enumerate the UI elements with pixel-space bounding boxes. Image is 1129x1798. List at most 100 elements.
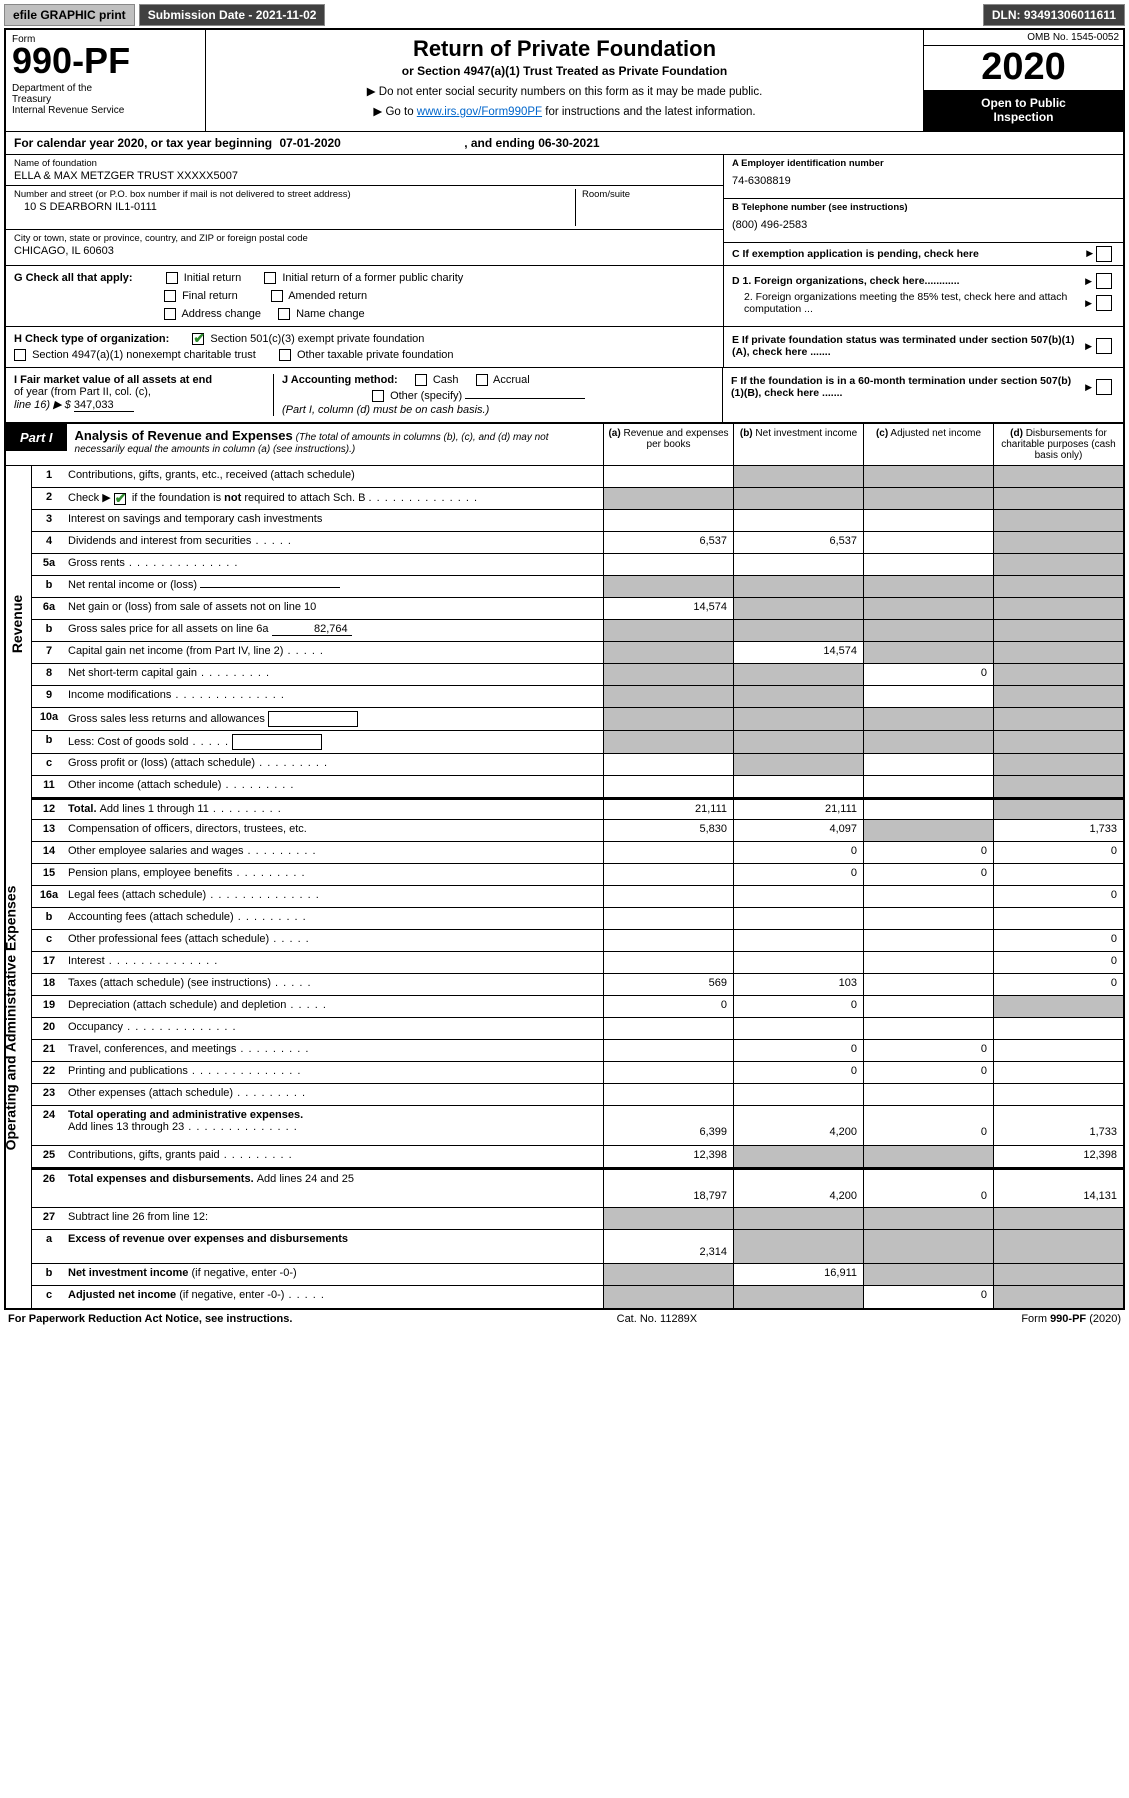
tax-year-end: 06-30-2021 (538, 136, 599, 150)
street-address: 10 S DEARBORN IL1-0111 (14, 201, 575, 213)
line-16a: 16aLegal fees (attach schedule) 0 (32, 886, 1123, 908)
line-2: 2 Check ▶ if the foundation is not requi… (32, 488, 1123, 510)
line-17: 17Interest 0 (32, 952, 1123, 974)
form-ref: Form 990-PF (2020) (1021, 1313, 1121, 1325)
part1-badge: Part I (6, 424, 67, 451)
e-checkbox[interactable] (1096, 338, 1112, 354)
form-title-row: Form 990-PF Department of the Treasury I… (6, 30, 1123, 132)
expenses-section: Operating and Administrative Expenses 13… (6, 820, 1123, 1208)
tax-year-begin: 07-01-2020 (279, 136, 340, 150)
col-a-header: (a) Revenue and expenses per books (603, 424, 733, 465)
foundation-name: ELLA & MAX METZGER TRUST XXXXX5007 (14, 170, 715, 182)
d-foreign-block: D 1. Foreign organizations, check here..… (723, 266, 1123, 326)
j-cash-checkbox[interactable] (415, 374, 427, 386)
room-suite-label: Room/suite (582, 189, 715, 200)
line-10c: cGross profit or (loss) (attach schedule… (32, 754, 1123, 776)
line-1: 1 Contributions, gifts, grants, etc., re… (32, 466, 1123, 488)
omb-number: OMB No. 1545-0052 (924, 30, 1123, 46)
line-20: 20Occupancy (32, 1018, 1123, 1040)
e-terminated-block: E If private foundation status was termi… (723, 327, 1123, 367)
form-container: Form 990-PF Department of the Treasury I… (4, 28, 1125, 1310)
line-6a: 6aNet gain or (loss) from sale of assets… (32, 598, 1123, 620)
line-13: 13Compensation of officers, directors, t… (32, 820, 1123, 842)
line-14: 14Other employee salaries and wages 000 (32, 842, 1123, 864)
ghij-block: G Check all that apply: Initial return I… (6, 266, 1123, 424)
form-instruction-2: ▶ Go to www.irs.gov/Form990PF for instru… (210, 104, 919, 118)
g-final-return-checkbox[interactable] (164, 290, 176, 302)
line-5b: bNet rental income or (loss) (32, 576, 1123, 598)
phone-cell: B Telephone number (see instructions) (8… (724, 199, 1123, 243)
j-accrual-checkbox[interactable] (476, 374, 488, 386)
h-4947-checkbox[interactable] (14, 349, 26, 361)
g-check-row: G Check all that apply: Initial return I… (6, 266, 723, 326)
address-label: Number and street (or P.O. box number if… (14, 189, 575, 200)
f-termination-block: F If the foundation is in a 60-month ter… (723, 368, 1123, 422)
line-27b: bNet investment income (if negative, ent… (32, 1264, 1123, 1286)
line-10a: 10aGross sales less returns and allowanc… (32, 708, 1123, 731)
line-8: 8Net short-term capital gain 0 (32, 664, 1123, 686)
cat-no: Cat. No. 11289X (617, 1313, 698, 1325)
col-d-header: (d) Disbursements for charitable purpose… (993, 424, 1123, 465)
c-exemption-label: C If exemption application is pending, c… (732, 248, 979, 260)
entity-header-block: Name of foundation ELLA & MAX METZGER TR… (6, 155, 1123, 266)
f-checkbox[interactable] (1096, 379, 1112, 395)
d1-checkbox[interactable] (1096, 273, 1112, 289)
line-12: 12Total. Add lines 1 through 11 21,11121… (32, 798, 1123, 820)
dept-treasury: Department of the Treasury Internal Reve… (12, 83, 199, 116)
line-27a: aExcess of revenue over expenses and dis… (32, 1230, 1123, 1264)
revenue-side-label: Revenue (6, 466, 32, 820)
line-25: 25Contributions, gifts, grants paid 12,3… (32, 1146, 1123, 1168)
form-instruction-1: ▶ Do not enter social security numbers o… (210, 84, 919, 98)
line-22: 22Printing and publications 00 (32, 1062, 1123, 1084)
phone-value: (800) 496-2583 (732, 219, 1115, 231)
city-state-zip: CHICAGO, IL 60603 (14, 245, 715, 257)
g-name-change-checkbox[interactable] (278, 308, 290, 320)
revenue-section: Revenue 1 Contributions, gifts, grants, … (6, 466, 1123, 820)
part1-desc: Analysis of Revenue and Expenses (The to… (67, 424, 603, 465)
line-26: 26 Total expenses and disbursements. Add… (32, 1168, 1123, 1208)
line-11: 11Other income (attach schedule) (32, 776, 1123, 798)
open-to-public-badge: Open to PublicInspection (924, 90, 1123, 131)
line-21: 21Travel, conferences, and meetings 00 (32, 1040, 1123, 1062)
line-19: 19Depreciation (attach schedule) and dep… (32, 996, 1123, 1018)
line-16b: bAccounting fees (attach schedule) (32, 908, 1123, 930)
line-15: 15Pension plans, employee benefits 00 (32, 864, 1123, 886)
line-23: 23Other expenses (attach schedule) (32, 1084, 1123, 1106)
form-title: Return of Private Foundation (210, 36, 919, 62)
city-label: City or town, state or province, country… (14, 233, 715, 244)
g-address-change-checkbox[interactable] (164, 308, 176, 320)
line-27: 27Subtract line 26 from line 12: (32, 1208, 1123, 1230)
line-16c: cOther professional fees (attach schedul… (32, 930, 1123, 952)
line-18: 18Taxes (attach schedule) (see instructi… (32, 974, 1123, 996)
j-other-checkbox[interactable] (372, 390, 384, 402)
dln-badge: DLN: 93491306011611 (983, 4, 1125, 26)
calendar-year-row: For calendar year 2020, or tax year begi… (6, 132, 1123, 155)
h-501c3-checkbox[interactable] (192, 333, 204, 345)
i-j-row: I Fair market value of all assets at end… (6, 368, 723, 422)
col-b-header: (b) Net investment income (733, 424, 863, 465)
ein-value: 74-6308819 (732, 175, 1115, 187)
g-initial-return-checkbox[interactable] (166, 272, 178, 284)
submission-date-badge: Submission Date - 2021-11-02 (139, 4, 326, 26)
fmv-value: 347,033 (74, 399, 134, 412)
h-check-row: H Check type of organization: Section 50… (6, 327, 723, 367)
form-year-cell: OMB No. 1545-0052 2020 Open to PublicIns… (923, 30, 1123, 131)
h-other-taxable-checkbox[interactable] (279, 349, 291, 361)
page-footer: For Paperwork Reduction Act Notice, see … (4, 1310, 1125, 1325)
efile-print-button[interactable]: efile GRAPHIC print (4, 4, 135, 26)
line2-checkbox[interactable] (114, 493, 126, 505)
part1-header-row: Part I Analysis of Revenue and Expenses … (6, 423, 1123, 466)
top-action-bar: efile GRAPHIC print Submission Date - 20… (4, 4, 1125, 26)
c-checkbox[interactable] (1096, 246, 1112, 262)
foundation-name-cell: Name of foundation ELLA & MAX METZGER TR… (6, 155, 723, 186)
ein-cell: A Employer identification number 74-6308… (724, 155, 1123, 199)
d2-checkbox[interactable] (1096, 295, 1112, 311)
form-subtitle: or Section 4947(a)(1) Trust Treated as P… (210, 64, 919, 78)
line-9: 9Income modifications (32, 686, 1123, 708)
g-initial-former-checkbox[interactable] (264, 272, 276, 284)
form990pf-link[interactable]: www.irs.gov/Form990PF (417, 106, 542, 118)
form-number: 990-PF (12, 43, 199, 79)
line-6b-value: 82,764 (272, 623, 352, 636)
g-amended-checkbox[interactable] (271, 290, 283, 302)
line-3: 3Interest on savings and temporary cash … (32, 510, 1123, 532)
